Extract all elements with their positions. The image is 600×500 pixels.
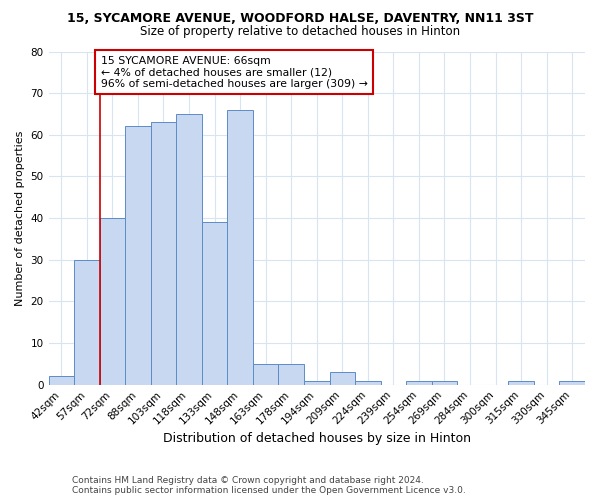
Bar (432, 380, 457, 384)
Text: Size of property relative to detached houses in Hinton: Size of property relative to detached ho… (140, 25, 460, 38)
Bar (49, 376, 74, 384)
Bar (329, 372, 355, 384)
Bar (278, 364, 304, 384)
Bar (559, 380, 585, 384)
Bar (227, 110, 253, 384)
Bar (253, 364, 278, 384)
Bar (508, 380, 534, 384)
Text: 15 SYCAMORE AVENUE: 66sqm
← 4% of detached houses are smaller (12)
96% of semi-d: 15 SYCAMORE AVENUE: 66sqm ← 4% of detach… (101, 56, 368, 89)
Bar (151, 122, 176, 384)
Bar (100, 218, 125, 384)
Bar (176, 114, 202, 384)
Text: Contains HM Land Registry data © Crown copyright and database right 2024.
Contai: Contains HM Land Registry data © Crown c… (72, 476, 466, 495)
Bar (125, 126, 151, 384)
Bar (202, 222, 227, 384)
Bar (406, 380, 432, 384)
Y-axis label: Number of detached properties: Number of detached properties (15, 130, 25, 306)
Bar (74, 260, 100, 384)
Text: 15, SYCAMORE AVENUE, WOODFORD HALSE, DAVENTRY, NN11 3ST: 15, SYCAMORE AVENUE, WOODFORD HALSE, DAV… (67, 12, 533, 24)
X-axis label: Distribution of detached houses by size in Hinton: Distribution of detached houses by size … (163, 432, 471, 445)
Bar (304, 380, 329, 384)
Bar (355, 380, 380, 384)
